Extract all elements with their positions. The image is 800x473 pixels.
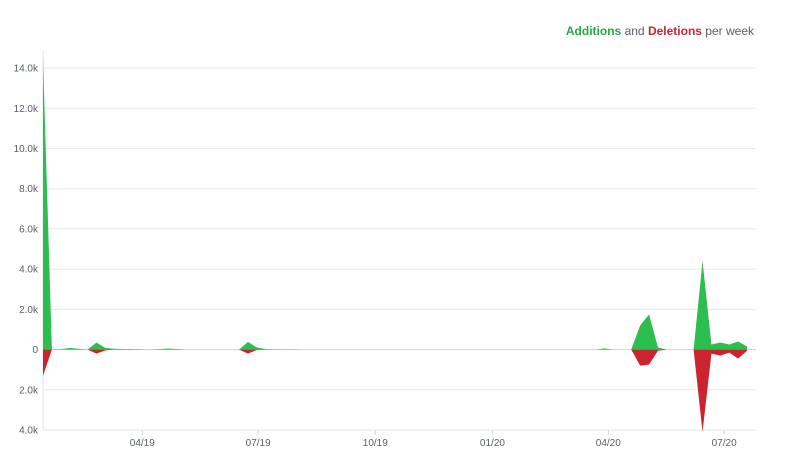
- x-tick-label: 07/20: [712, 438, 737, 449]
- x-tick-label: 07/19: [246, 438, 271, 449]
- y-tick-label: 2.0k: [19, 385, 39, 396]
- series-area-deletions: [43, 349, 748, 433]
- legend-additions: Additions: [565, 24, 622, 38]
- series-area-additions: [43, 58, 748, 350]
- legend-and: and: [624, 24, 645, 38]
- y-tick-label: 4.0k: [19, 426, 39, 437]
- x-tick-label: 04/19: [130, 438, 155, 449]
- area-layer: [43, 58, 748, 433]
- y-tick-label: 2.0k: [19, 305, 39, 316]
- y-tick-label: 8.0k: [19, 184, 39, 195]
- y-tick-label: 10.0k: [14, 144, 39, 155]
- axis-layer: 14.0k 12.0k 10.0k 8.0k 6.0k 4.0k 2.0k 0 2.0k 4.0k…: [14, 64, 738, 449]
- y-tick-label: 14.0k: [14, 64, 39, 75]
- y-tick-label: 6.0k: [19, 224, 39, 235]
- y-tick-label: 0: [32, 345, 38, 356]
- y-tick-label: 12.0k: [14, 104, 39, 115]
- x-tick-label: 01/20: [480, 438, 505, 449]
- chart-legend: Additions and Deletions per week: [566, 24, 754, 38]
- x-tick-label: 04/20: [596, 438, 621, 449]
- legend-deletions: Deletions: [647, 24, 702, 38]
- grid-layer: [42, 50, 756, 431]
- legend-suffix: per week: [705, 24, 754, 38]
- x-tick-label: 10/19: [363, 438, 388, 449]
- y-tick-label: 4.0k: [19, 265, 39, 276]
